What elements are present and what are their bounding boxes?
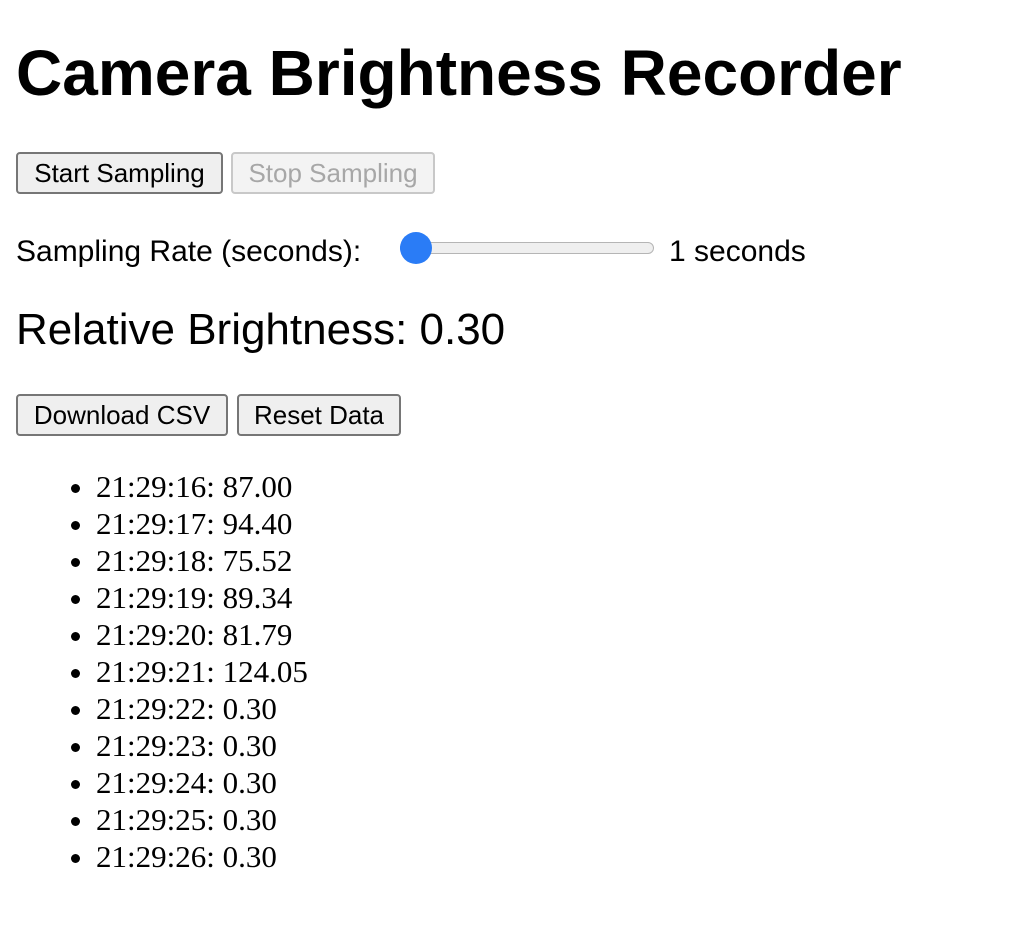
sampling-rate-label: Sampling Rate (seconds): <box>16 235 362 268</box>
relative-brightness-readout: Relative Brightness: 0.30 <box>16 305 506 354</box>
sampling-rate-row: Sampling Rate (seconds): 1 seconds <box>16 230 916 274</box>
sample-list-item: 21:29:21: 124.05 <box>96 653 308 690</box>
sampling-rate-slider[interactable] <box>400 232 654 264</box>
page-title: Camera Brightness Recorder <box>16 37 902 109</box>
sample-list-item: 21:29:23: 0.30 <box>96 727 308 764</box>
sample-list-item: 21:29:25: 0.30 <box>96 801 308 838</box>
sample-list-item: 21:29:17: 94.40 <box>96 505 308 542</box>
reset-data-button[interactable]: Reset Data <box>237 394 401 436</box>
sampling-rate-value: 1 seconds <box>669 235 806 268</box>
slider-thumb[interactable] <box>400 232 432 264</box>
download-csv-button[interactable]: Download CSV <box>16 394 228 436</box>
sample-list-item: 21:29:24: 0.30 <box>96 764 308 801</box>
sample-list-item: 21:29:22: 0.30 <box>96 690 308 727</box>
sample-list-item: 21:29:16: 87.00 <box>96 468 308 505</box>
sample-list-item: 21:29:26: 0.30 <box>96 838 308 875</box>
samples-list: 21:29:16: 87.0021:29:17: 94.4021:29:18: … <box>16 468 308 875</box>
sample-list-item: 21:29:20: 81.79 <box>96 616 308 653</box>
start-sampling-button[interactable]: Start Sampling <box>16 152 223 194</box>
sample-list-item: 21:29:19: 89.34 <box>96 579 308 616</box>
stop-sampling-button[interactable]: Stop Sampling <box>231 152 435 194</box>
slider-track[interactable] <box>400 242 654 254</box>
sample-list-item: 21:29:18: 75.52 <box>96 542 308 579</box>
